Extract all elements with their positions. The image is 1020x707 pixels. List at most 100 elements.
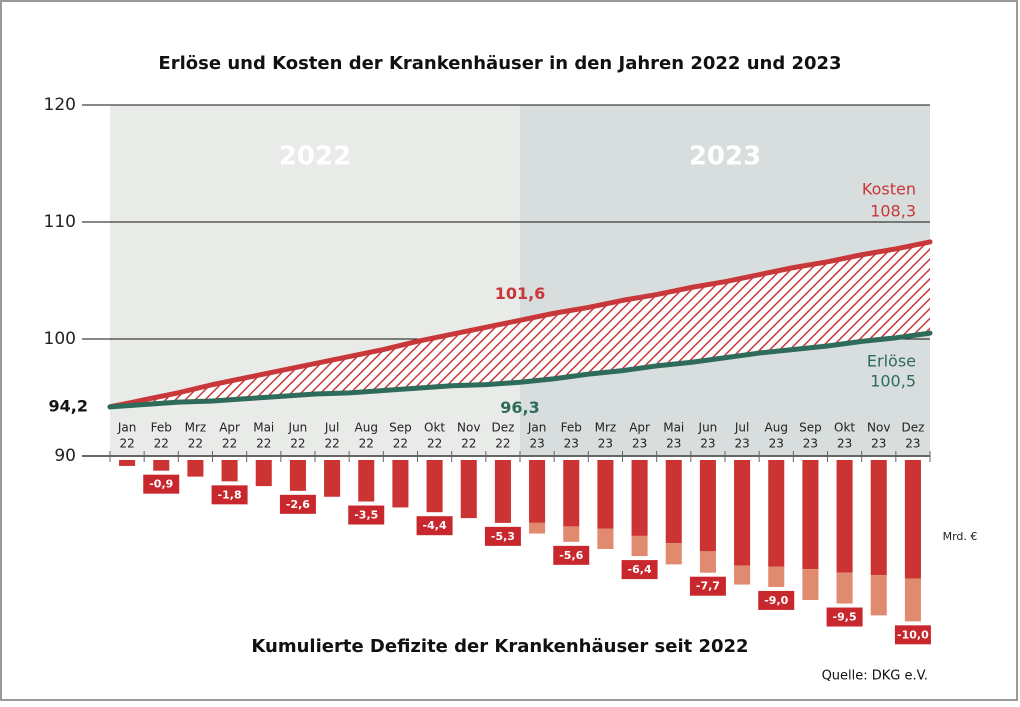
x-tick-label: Jul [324, 421, 339, 435]
bar [904, 460, 921, 579]
start-label: 94,2 [49, 396, 88, 415]
bar [529, 522, 546, 534]
value-label: -6,4 [628, 563, 652, 576]
bar [768, 460, 785, 567]
bar [699, 460, 716, 552]
x-tick-label: 23 [734, 437, 749, 451]
value-label: -7,7 [696, 580, 720, 593]
value-label: -5,6 [559, 549, 583, 562]
x-tick-label: Okt [424, 421, 445, 435]
bar [734, 565, 751, 585]
label-box [553, 545, 590, 565]
x-tick-label: Nov [457, 421, 480, 435]
value-label: 108,3 [870, 202, 916, 221]
x-tick-label: 23 [529, 437, 544, 451]
bar [597, 528, 614, 549]
bar [870, 575, 887, 616]
bar [494, 460, 511, 523]
bar [734, 460, 751, 566]
label-box [348, 505, 385, 525]
x-tick-label: Jun [698, 421, 718, 435]
bar [392, 460, 409, 508]
x-tick-label: Jun [288, 421, 308, 435]
value-label: -10,0 [897, 628, 929, 641]
bar [904, 578, 921, 622]
source: Quelle: DKG e.V. [822, 669, 928, 684]
bar [665, 460, 682, 544]
x-tick-label: 22 [461, 437, 476, 451]
label-box [416, 516, 453, 536]
bar [563, 460, 580, 527]
x-tick-label: 23 [632, 437, 647, 451]
bar [221, 460, 238, 482]
bar [563, 526, 580, 542]
bar [426, 460, 443, 513]
x-tick-label: Mrz [595, 421, 617, 435]
x-tick-label: 23 [564, 437, 579, 451]
x-tick-label: 23 [871, 437, 886, 451]
period-label: 2022 [279, 142, 351, 172]
period-label: 2023 [689, 142, 761, 172]
label-box [211, 485, 248, 505]
bar [119, 460, 136, 466]
x-tick-label: Apr [629, 421, 650, 435]
x-tick-label: Aug [765, 421, 788, 435]
series-name: Erlöse [867, 352, 916, 371]
x-tick-label: 22 [119, 437, 134, 451]
unit-label: Mrd. € [943, 530, 978, 543]
x-tick-label: Okt [834, 421, 855, 435]
bar [768, 566, 785, 587]
x-tick-label: 22 [359, 437, 374, 451]
x-tick-label: 22 [256, 437, 271, 451]
bar [529, 460, 546, 523]
x-tick-label: Sep [799, 421, 822, 435]
x-tick-label: Sep [389, 421, 412, 435]
bar [631, 535, 648, 557]
bar [699, 551, 716, 573]
x-tick-label: Jul [734, 421, 749, 435]
x-tick-label: Mai [663, 421, 684, 435]
line [141, 239, 933, 403]
bar [187, 460, 204, 477]
label-box [826, 607, 863, 627]
x-tick-label: Jan [117, 421, 137, 435]
value-label: -1,8 [218, 488, 242, 501]
y-tick-label: 110 [44, 212, 76, 232]
y-tick-label: 120 [44, 95, 76, 115]
x-tick-label: 22 [290, 437, 305, 451]
bar [802, 569, 819, 600]
bar [665, 543, 682, 565]
label-box [689, 576, 726, 596]
value-label: -0,9 [149, 478, 173, 491]
bar [836, 460, 853, 573]
x-tick-label: 22 [324, 437, 339, 451]
x-tick-label: Feb [151, 421, 172, 435]
bar [631, 460, 648, 536]
value-label: -9,5 [833, 611, 857, 624]
bar [836, 572, 853, 604]
x-tick-label: 22 [188, 437, 203, 451]
chart-title: Erlöse und Kosten der Krankenhäuser in d… [158, 53, 841, 74]
y-tick-label: 90 [54, 446, 76, 466]
x-tick-label: Apr [219, 421, 240, 435]
x-tick-label: Mrz [185, 421, 207, 435]
line [141, 330, 933, 408]
x-tick-label: 22 [427, 437, 442, 451]
x-tick-label: Nov [867, 421, 890, 435]
value-label: 96,3 [500, 398, 539, 417]
x-tick-label: Dez [901, 421, 924, 435]
x-tick-label: Feb [561, 421, 582, 435]
x-tick-label: 22 [393, 437, 408, 451]
x-tick-label: 23 [769, 437, 784, 451]
x-tick-label: 22 [222, 437, 237, 451]
value-label: -9,0 [764, 594, 788, 607]
bar [802, 460, 819, 570]
bar [255, 460, 272, 487]
label-box [758, 590, 795, 610]
x-tick-label: Mai [253, 421, 274, 435]
bar [358, 460, 375, 502]
label-box [621, 560, 658, 580]
line-connector [107, 402, 147, 410]
bar-title: Kumulierte Defizite der Krankenhäuser se… [251, 636, 748, 657]
label-box [279, 494, 316, 514]
